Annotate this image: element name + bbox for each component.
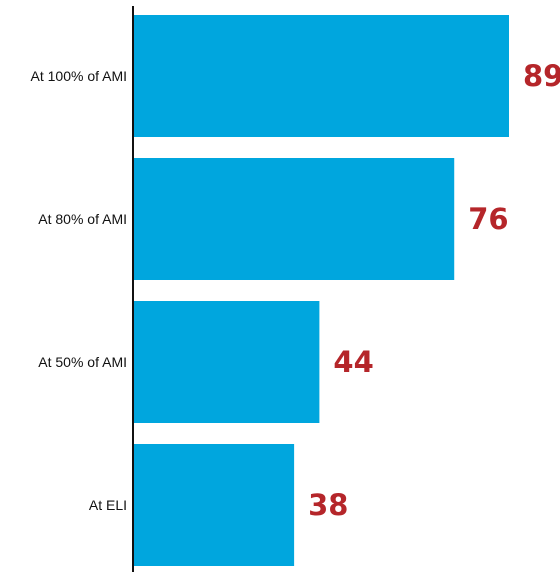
bar-1 bbox=[134, 15, 509, 137]
category-label-1: At 100% of AMI bbox=[31, 68, 128, 84]
bar-2 bbox=[134, 158, 455, 280]
category-labels-group: At 100% of AMI At 80% of AMI At 50% of AMI… bbox=[31, 68, 128, 513]
category-label-2: At 80% of AMI bbox=[38, 211, 127, 227]
category-label-4: At ELI bbox=[89, 497, 127, 513]
bar-4 bbox=[134, 444, 295, 566]
value-labels-group: 89 76 44 38 bbox=[308, 59, 560, 522]
value-label-1: 89 bbox=[523, 59, 560, 93]
value-label-2: 76 bbox=[468, 202, 508, 236]
value-label-4: 38 bbox=[308, 488, 348, 522]
bars-group bbox=[134, 15, 509, 566]
bar-3 bbox=[134, 301, 320, 423]
category-label-3: At 50% of AMI bbox=[38, 354, 127, 370]
value-label-3: 44 bbox=[333, 345, 373, 379]
